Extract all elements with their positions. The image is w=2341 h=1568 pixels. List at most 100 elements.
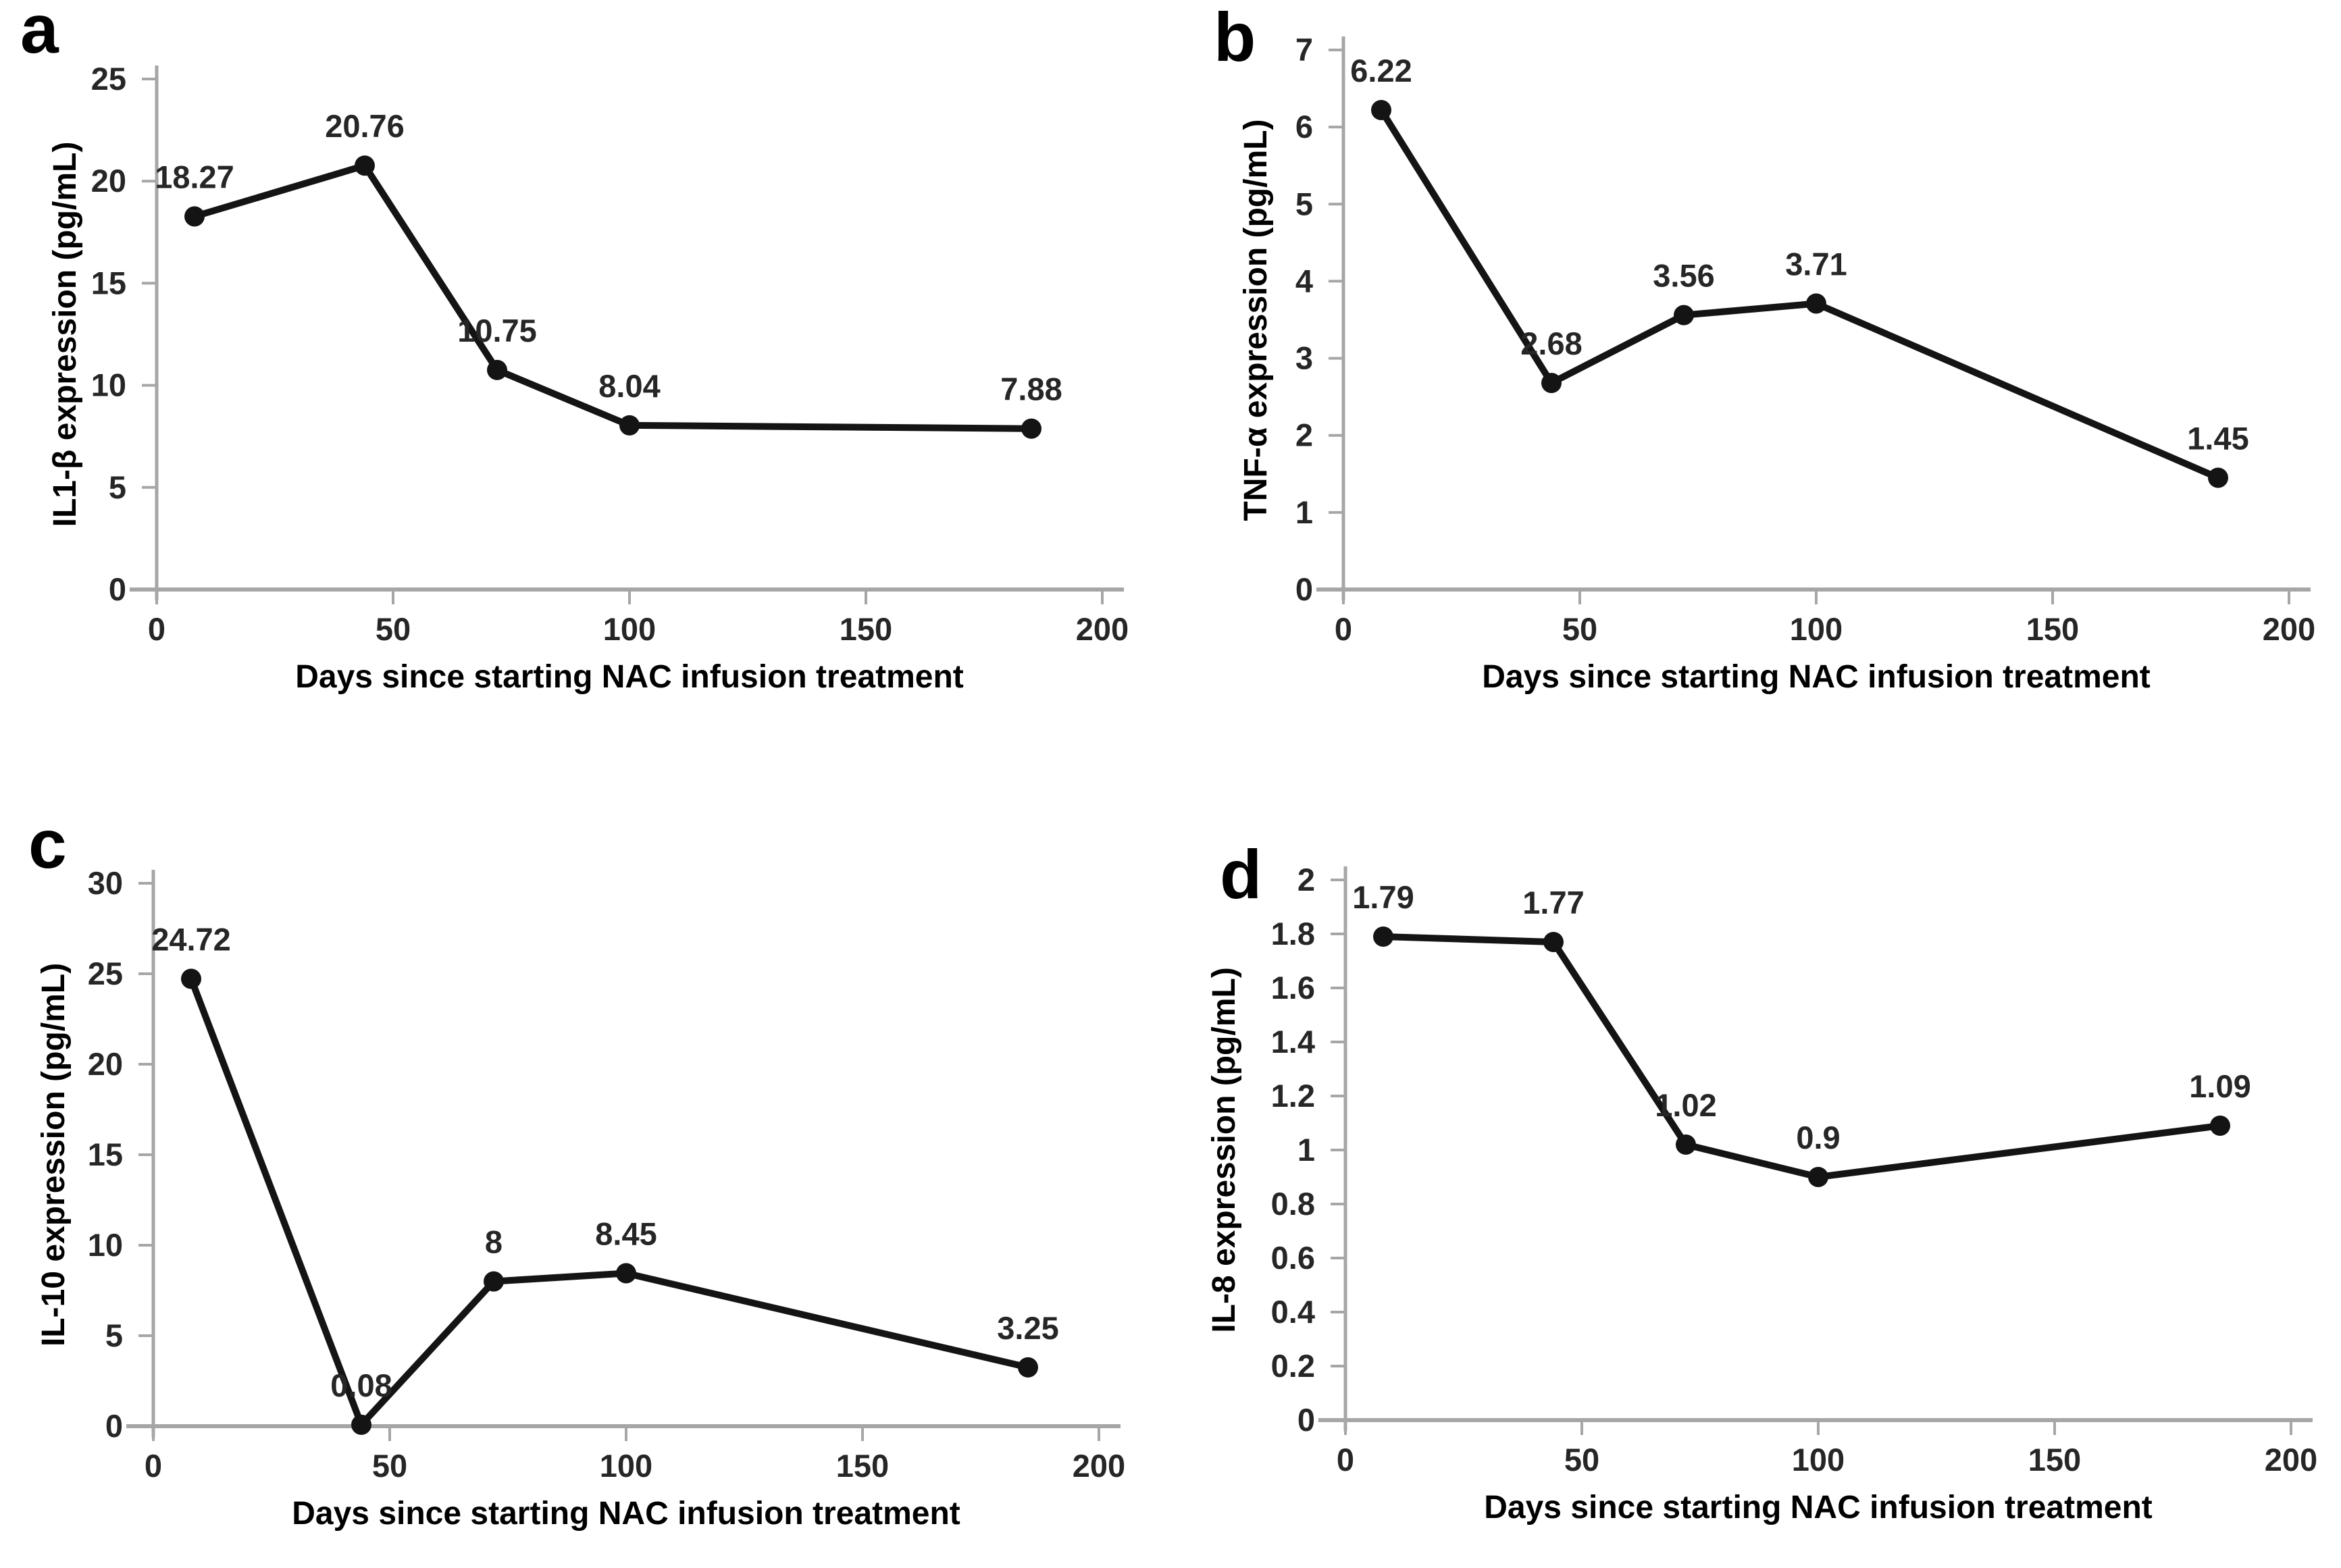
data-point-marker bbox=[616, 1263, 636, 1284]
data-point-label: 1.09 bbox=[2189, 1068, 2250, 1104]
data-point-marker bbox=[1373, 926, 1393, 947]
y-tick-label: 20 bbox=[88, 1046, 123, 1082]
x-tick-label: 100 bbox=[600, 1448, 652, 1484]
chart-panel-c: c IL-10 expression (pg/mL) Days since st… bbox=[28, 806, 1125, 1532]
chart-panel-d: d IL-8 expression (pg/mL) Days since sta… bbox=[1206, 836, 2318, 1525]
y-tick-label: 3 bbox=[1295, 340, 1313, 376]
y-tick-label: 1 bbox=[1297, 1132, 1315, 1168]
data-point-marker bbox=[181, 968, 201, 989]
y-tick-label: 0 bbox=[105, 1408, 123, 1444]
x-tick-label: 200 bbox=[2265, 1442, 2317, 1478]
data-point-marker bbox=[1674, 305, 1694, 325]
data-point-label: 8.04 bbox=[598, 368, 660, 404]
chart-panel-b: b TNF-α expression (pg/mL) Days since st… bbox=[1214, 0, 2315, 695]
plot-area: 0 5 10 15 20 25 30 0 50 100 150 200 24.72 0.08 8 8.45 3.… bbox=[88, 865, 1125, 1484]
y-axis-title: IL-8 expression (pg/mL) bbox=[1206, 967, 1242, 1332]
x-tick-label: 200 bbox=[1073, 1448, 1125, 1484]
data-point-label: 20.76 bbox=[325, 108, 405, 144]
x-tick-label: 100 bbox=[603, 611, 656, 647]
data-point-marker bbox=[1371, 100, 1391, 121]
y-tick-label: 0 bbox=[1295, 571, 1313, 607]
x-tick-label: 200 bbox=[2263, 611, 2315, 647]
y-tick-label: 2 bbox=[1295, 417, 1313, 453]
plot-area: 0 1 2 3 4 5 6 7 0 50 100 150 200 6.22 2.68 3.56 3.71 1.45 bbox=[1295, 32, 2315, 647]
data-point-marker bbox=[1021, 418, 1041, 439]
data-point-marker bbox=[351, 1414, 371, 1435]
data-point-marker bbox=[1018, 1357, 1038, 1378]
data-point-marker bbox=[1808, 1167, 1828, 1187]
y-tick-label: 1.2 bbox=[1271, 1078, 1315, 1114]
y-tick-label: 0.2 bbox=[1271, 1348, 1315, 1384]
data-point-marker bbox=[619, 415, 640, 436]
y-tick-label: 20 bbox=[91, 163, 126, 199]
data-point-marker bbox=[2210, 1116, 2230, 1136]
y-tick-label: 25 bbox=[91, 61, 126, 97]
y-tick-label: 10 bbox=[88, 1227, 123, 1263]
y-tick-label: 10 bbox=[91, 367, 126, 403]
data-point-label: 8.45 bbox=[595, 1216, 657, 1252]
y-tick-label: 4 bbox=[1295, 263, 1313, 298]
data-point-label: 0.08 bbox=[330, 1367, 392, 1403]
data-point-marker bbox=[1543, 932, 1564, 952]
chart-panel-a: a IL1-β expression (pg/mL) Days since st… bbox=[20, 0, 1129, 695]
y-tick-label: 1 bbox=[1295, 494, 1313, 530]
data-point-marker bbox=[2208, 467, 2228, 488]
x-tick-label: 200 bbox=[1076, 611, 1129, 647]
y-tick-label: 0 bbox=[109, 571, 126, 607]
data-point-label: 3.56 bbox=[1653, 258, 1714, 294]
data-point-label: 8 bbox=[485, 1224, 503, 1260]
y-tick-label: 25 bbox=[88, 956, 123, 991]
data-point-label: 24.72 bbox=[151, 922, 231, 958]
y-tick-label: 5 bbox=[109, 469, 126, 505]
y-tick-label: 15 bbox=[91, 265, 126, 300]
x-tick-label: 150 bbox=[2026, 611, 2079, 647]
panel-letter: d bbox=[1220, 836, 1262, 913]
x-tick-label: 100 bbox=[1792, 1442, 1845, 1478]
x-axis-title: Days since starting NAC infusion treatme… bbox=[1484, 1490, 2153, 1525]
data-point-marker bbox=[484, 1271, 504, 1292]
y-tick-label: 0.6 bbox=[1271, 1240, 1315, 1276]
y-axis-title: IL1-β expression (pg/mL) bbox=[47, 142, 83, 527]
data-point-label: 1.79 bbox=[1352, 879, 1414, 915]
y-tick-label: 5 bbox=[1295, 186, 1313, 221]
y-axis-title: IL-10 expression (pg/mL) bbox=[36, 963, 72, 1347]
x-tick-label: 100 bbox=[1790, 611, 1843, 647]
data-point-label: 10.75 bbox=[457, 313, 537, 348]
panel-letter: a bbox=[20, 0, 59, 68]
y-tick-label: 0.8 bbox=[1271, 1186, 1315, 1222]
series-line bbox=[1378, 107, 2221, 481]
x-tick-label: 0 bbox=[1337, 1442, 1354, 1478]
data-point-label: 6.22 bbox=[1350, 53, 1412, 88]
y-tick-label: 6 bbox=[1295, 109, 1313, 145]
x-tick-label: 150 bbox=[2028, 1442, 2081, 1478]
data-point-label: 2.68 bbox=[1520, 325, 1582, 361]
y-tick-label: 0.4 bbox=[1271, 1294, 1315, 1330]
data-point-label: 7.88 bbox=[1000, 371, 1062, 407]
data-point-label: 3.71 bbox=[1785, 246, 1847, 282]
data-point-marker bbox=[355, 155, 375, 176]
x-tick-label: 0 bbox=[148, 611, 165, 647]
x-tick-label: 50 bbox=[1564, 1442, 1599, 1478]
x-tick-label: 0 bbox=[1335, 611, 1352, 647]
data-point-marker bbox=[184, 206, 205, 227]
x-tick-label: 50 bbox=[372, 1448, 407, 1484]
data-point-label: 18.27 bbox=[155, 159, 234, 195]
y-tick-label: 1.6 bbox=[1271, 970, 1315, 1005]
x-tick-label: 50 bbox=[1562, 611, 1597, 647]
data-point-label: 0.9 bbox=[1796, 1120, 1840, 1155]
x-tick-label: 0 bbox=[145, 1448, 162, 1484]
plot-area: 0 0.2 0.4 0.6 0.8 1 1.2 1.4 1.6 1.8 2 0 50 100 150 200 1… bbox=[1271, 862, 2318, 1478]
y-tick-label: 5 bbox=[105, 1317, 123, 1353]
data-point-label: 1.77 bbox=[1522, 885, 1584, 920]
y-tick-label: 1.8 bbox=[1271, 916, 1315, 951]
panel-letter: c bbox=[28, 806, 67, 883]
data-point-marker bbox=[1541, 373, 1562, 394]
data-point-marker bbox=[1806, 293, 1826, 314]
y-tick-label: 30 bbox=[88, 865, 123, 901]
plot-area: 0 5 10 15 20 25 0 50 100 150 200 18.27 20.76 10.75 8.0… bbox=[91, 61, 1129, 647]
y-axis-title: TNF-α expression (pg/mL) bbox=[1238, 120, 1274, 521]
y-tick-label: 7 bbox=[1295, 32, 1313, 68]
x-tick-label: 150 bbox=[836, 1448, 889, 1484]
data-point-marker bbox=[487, 359, 507, 380]
